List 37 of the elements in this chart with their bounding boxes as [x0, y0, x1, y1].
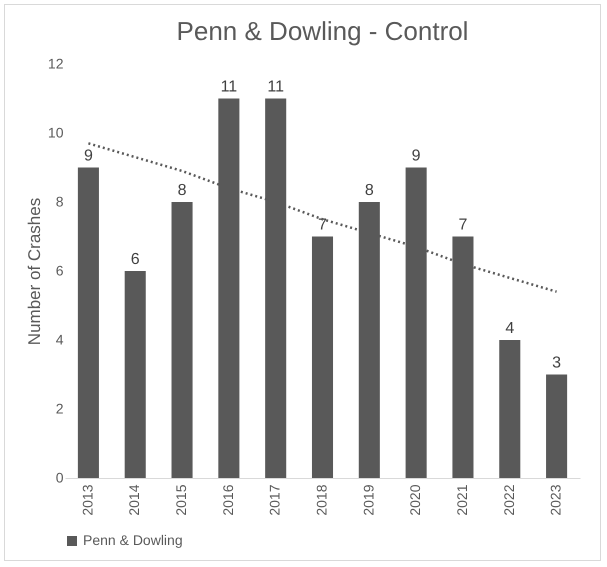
- data-label: 8: [364, 182, 374, 199]
- data-label: 9: [412, 148, 421, 164]
- bar: [499, 340, 520, 478]
- bar: [546, 374, 568, 478]
- y-tick-label: 2: [56, 400, 64, 416]
- y-tick-label: 4: [56, 332, 64, 348]
- data-label: 4: [505, 320, 514, 337]
- x-tick-label: 2018: [314, 484, 330, 516]
- y-tick-label: 10: [48, 124, 64, 140]
- y-tick-label: 6: [56, 262, 64, 278]
- x-tick-label: 2013: [79, 484, 96, 516]
- data-label: 7: [458, 216, 468, 234]
- bar: [124, 271, 146, 478]
- x-tick-label: 2020: [407, 484, 424, 516]
- data-label: 11: [267, 78, 284, 96]
- y-axis-title: Number of Crashes: [24, 198, 44, 346]
- y-tick-label: 12: [48, 56, 64, 72]
- x-tick-label: 2021: [454, 484, 470, 516]
- bar: [172, 202, 193, 478]
- bar: [78, 168, 99, 478]
- x-tick-label: 2017: [266, 484, 283, 516]
- legend-label: Penn & Dowling: [83, 532, 183, 548]
- chart-title: Penn & Dowling - Control: [176, 16, 468, 46]
- data-label: 6: [130, 251, 140, 268]
- y-tick-label: 8: [56, 194, 64, 210]
- data-label: 11: [220, 78, 238, 96]
- x-tick-label: 2019: [360, 484, 376, 516]
- x-tick-label: 2022: [500, 484, 517, 516]
- data-label: 9: [84, 148, 93, 164]
- x-tick-label: 2015: [173, 484, 190, 516]
- bar: [312, 236, 334, 478]
- data-label: 8: [178, 182, 187, 199]
- x-tick-label: 2014: [126, 484, 142, 516]
- x-tick-label: 2023: [548, 484, 564, 516]
- y-tick-label: 0: [56, 470, 64, 486]
- x-tick-label: 2016: [220, 484, 236, 516]
- data-label: 3: [552, 354, 562, 372]
